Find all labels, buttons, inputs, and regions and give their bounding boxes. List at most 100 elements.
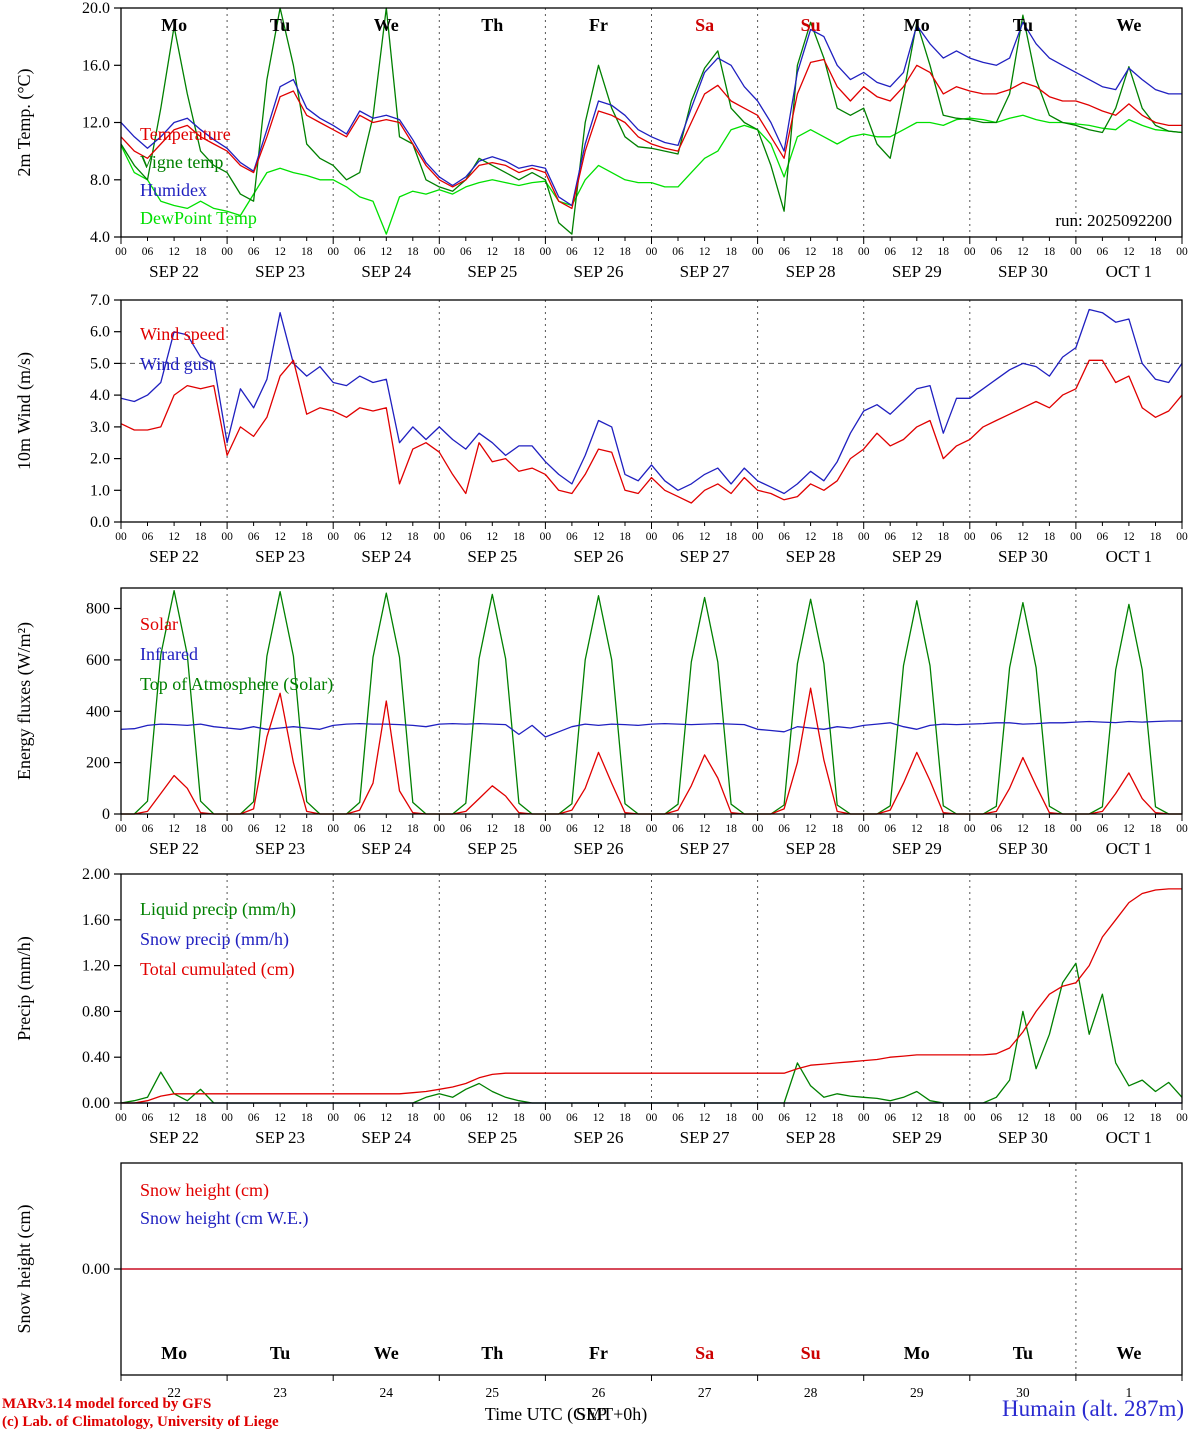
date-label: SEP 28 [786, 547, 836, 566]
run-label: run: 2025092200 [1055, 211, 1172, 230]
hour-label: 00 [327, 531, 339, 543]
day-number-label: 28 [804, 1385, 818, 1400]
day-number-label: 27 [698, 1385, 712, 1400]
y-tick-label: 6.0 [90, 324, 110, 341]
y-tick-label: 8.0 [90, 172, 110, 189]
hour-label: 18 [195, 823, 207, 835]
hour-label: 18 [831, 823, 843, 835]
y-tick-label: 4.0 [90, 229, 110, 246]
hour-label: 06 [884, 823, 896, 835]
hour-label: 12 [1017, 246, 1029, 258]
hour-label: 12 [593, 246, 605, 258]
day-name-label: Sa [695, 15, 714, 35]
hour-label: 12 [805, 823, 817, 835]
hour-label: 00 [221, 823, 233, 835]
hour-label: 18 [938, 246, 950, 258]
hour-label: 12 [487, 246, 499, 258]
hour-label: 12 [487, 823, 499, 835]
hour-label: 00 [1070, 246, 1082, 258]
hour-label: 06 [778, 531, 790, 543]
hour-label: 18 [938, 531, 950, 543]
date-label: SEP 22 [149, 839, 199, 858]
y-tick-label: 0.80 [82, 1003, 110, 1020]
date-label: SEP 23 [255, 1128, 305, 1147]
date-label: SEP 22 [149, 547, 199, 566]
day-name-label: Mo [161, 1343, 187, 1363]
date-label: SEP 29 [892, 547, 942, 566]
model-credit-line2: (c) Lab. of Climatology, University of L… [2, 1414, 279, 1430]
date-label: OCT 1 [1106, 547, 1152, 566]
hour-label: 06 [566, 823, 578, 835]
day-name-label: Fr [589, 15, 608, 35]
date-label: SEP 30 [998, 1128, 1048, 1147]
day-name-label: Tu [1013, 15, 1033, 35]
y-tick-label: 0.00 [82, 1095, 110, 1112]
legend-liquid-precip-mm-h: Liquid precip (mm/h) [140, 899, 296, 920]
hour-label: 00 [540, 1112, 552, 1124]
y-axis-title: Snow height (cm) [14, 1205, 35, 1334]
date-label: SEP 26 [574, 547, 624, 566]
hour-label: 06 [884, 246, 896, 258]
hour-label: 00 [1176, 1112, 1188, 1124]
hour-label: 00 [540, 823, 552, 835]
hour-label: 00 [752, 531, 764, 543]
y-tick-label: 0.00 [82, 1261, 110, 1278]
station-label: Humain (alt. 287m) [1001, 1396, 1184, 1421]
y-axis-title: Precip (mm/h) [14, 936, 35, 1040]
day-number-label: 26 [592, 1385, 606, 1400]
series-infrared [120, 720, 1182, 738]
hour-label: 00 [1070, 1112, 1082, 1124]
hour-label: 00 [221, 1112, 233, 1124]
hour-label: 00 [752, 1112, 764, 1124]
hour-label: 12 [805, 246, 817, 258]
date-label: SEP 22 [149, 262, 199, 281]
hour-label: 18 [513, 823, 525, 835]
hour-label: 18 [938, 823, 950, 835]
hour-label: 18 [407, 1112, 419, 1124]
hour-label: 18 [513, 246, 525, 258]
hour-label: 00 [540, 531, 552, 543]
hour-label: 18 [407, 531, 419, 543]
day-number-label: 24 [380, 1385, 394, 1400]
hour-label: 12 [487, 1112, 499, 1124]
y-tick-label: 2.0 [90, 451, 110, 468]
y-tick-label: 1.0 [90, 482, 110, 499]
date-label: SEP 29 [892, 839, 942, 858]
hour-label: 06 [354, 531, 366, 543]
x-axis-title: Time UTC (GMT+0h) [484, 1404, 648, 1424]
hour-label: 18 [1150, 246, 1162, 258]
hour-label: 00 [964, 246, 976, 258]
hour-label: 12 [911, 531, 923, 543]
day-name-label: Su [801, 15, 821, 35]
hour-label: 00 [858, 531, 870, 543]
legend-total-cumulated-cm: Total cumulated (cm) [140, 959, 295, 980]
hour-label: 18 [1150, 531, 1162, 543]
hour-label: 18 [407, 823, 419, 835]
hour-label: 12 [805, 1112, 817, 1124]
hour-label: 18 [195, 246, 207, 258]
date-label: SEP 30 [998, 547, 1048, 566]
day-number-label: 22 [167, 1385, 181, 1400]
hour-label: 12 [699, 1112, 711, 1124]
hour-label: 06 [778, 246, 790, 258]
day-name-label: Tu [270, 15, 290, 35]
hour-label: 06 [354, 246, 366, 258]
hour-label: 12 [274, 1112, 286, 1124]
hour-label: 00 [434, 823, 446, 835]
hour-label: 12 [274, 531, 286, 543]
hour-label: 00 [1176, 823, 1188, 835]
day-name-label: Tu [1013, 1343, 1033, 1363]
hour-label: 00 [752, 246, 764, 258]
series-vigne-temp [120, 7, 1183, 235]
day-number-label: 25 [486, 1385, 500, 1400]
date-label: SEP 26 [574, 262, 624, 281]
model-credit-line1: MARv3.14 model forced by GFS [2, 1396, 212, 1412]
hour-label: 06 [672, 823, 684, 835]
date-label: OCT 1 [1106, 1128, 1152, 1147]
y-tick-label: 600 [86, 652, 110, 669]
legend-humidex: Humidex [140, 180, 207, 200]
hour-label: 06 [672, 531, 684, 543]
hour-label: 06 [991, 246, 1003, 258]
hour-label: 18 [301, 246, 313, 258]
hour-label: 18 [725, 246, 737, 258]
